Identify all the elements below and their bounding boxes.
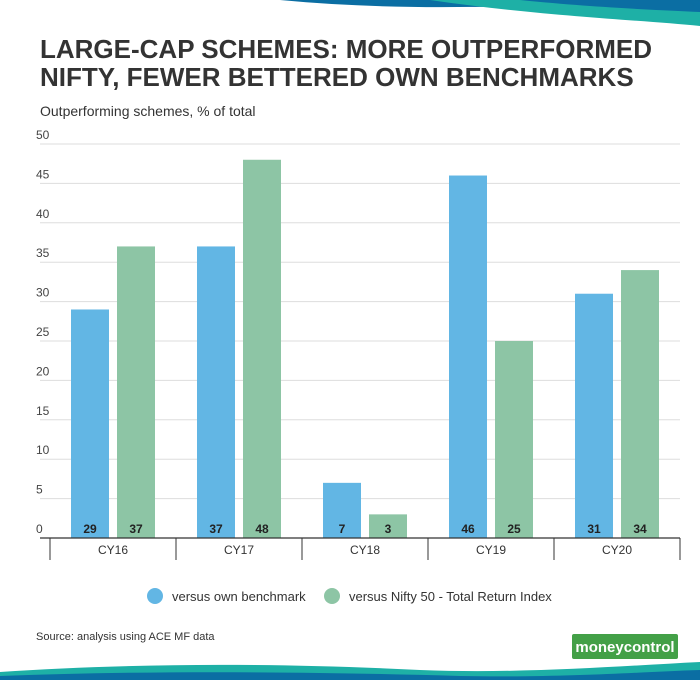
bar [71,309,109,538]
logo-wordmark: moneycontrol [575,639,674,656]
data-label: 25 [507,522,521,536]
logo-background [572,634,678,659]
chart-title-line-1: LARGE-CAP SCHEMES: MORE OUTPERFORMED [40,34,652,64]
legend: versus own benchmark versus Nifty 50 - T… [147,588,552,604]
legend-item-own-benchmark: versus own benchmark [147,588,306,604]
bottom-wave-decoration [0,662,700,680]
legend-swatch-nifty-50-tri [324,588,340,604]
y-axis: 0 5 10 15 20 25 30 35 40 45 50 [36,128,50,536]
bars [71,159,659,538]
legend-label-nifty-50-tri: versus Nifty 50 - Total Return Index [349,589,552,604]
bar [197,246,235,538]
chart-title-line-2: NIFTY, FEWER BETTERED OWN BENCHMARKS [40,62,634,92]
moneycontrol-logo: moneycontrol [572,634,678,659]
y-tick-label: 10 [36,443,50,457]
data-labels: 29 37 7 46 31 37 48 3 25 34 [83,522,647,536]
y-tick-label: 0 [36,522,43,536]
data-label: 34 [633,522,647,536]
y-tick-label: 25 [36,325,50,339]
x-tick-label: CY20 [602,543,632,557]
bar [621,270,659,538]
y-tick-label: 30 [36,286,50,300]
legend-item-nifty-50-tri: versus Nifty 50 - Total Return Index [324,588,552,604]
x-tick-label: CY17 [224,543,254,557]
y-tick-label: 35 [36,246,50,260]
x-tick-label: CY16 [98,543,128,557]
data-label: 46 [461,522,475,536]
y-tick-label: 45 [36,167,50,181]
bar [117,246,155,538]
bar [575,293,613,538]
data-label: 7 [339,522,346,536]
data-label: 37 [209,522,223,536]
legend-swatch-own-benchmark [147,588,163,604]
y-tick-label: 5 [36,483,43,497]
source-note: Source: analysis using ACE MF data [36,631,215,643]
bar [243,159,281,538]
bar [449,175,487,538]
x-axis: CY16 CY17 CY18 CY19 CY20 [40,537,681,560]
y-tick-label: 50 [36,128,50,142]
y-tick-label: 20 [36,364,50,378]
x-tick-label: CY18 [350,543,380,557]
data-label: 48 [255,522,269,536]
x-tick-label: CY19 [476,543,506,557]
top-wave-decoration [280,0,700,26]
bar [495,341,533,538]
bar [323,482,361,538]
y-tick-label: 15 [36,404,50,418]
bar [369,514,407,538]
legend-label-own-benchmark: versus own benchmark [172,589,306,604]
y-tick-label: 40 [36,207,50,221]
data-label: 3 [385,522,392,536]
data-label: 37 [129,522,143,536]
chart-subtitle: Outperforming schemes, % of total [40,103,256,119]
data-label: 29 [83,522,97,536]
data-label: 31 [587,522,601,536]
